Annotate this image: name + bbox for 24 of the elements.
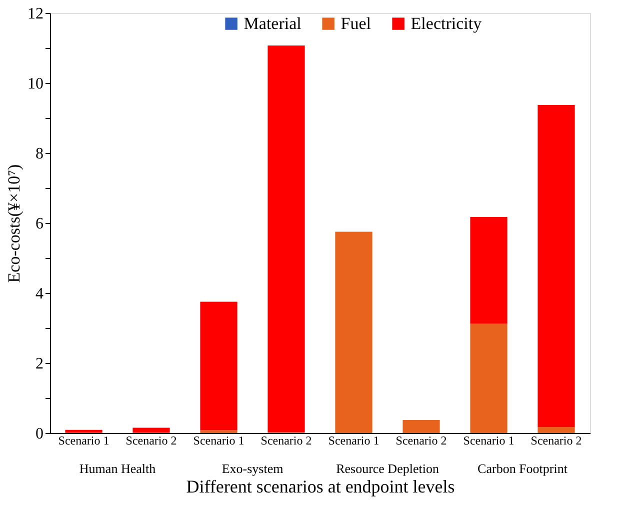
legend-label: Electricity (410, 14, 482, 33)
y-tick-label: 2 (36, 356, 44, 372)
x-tick-label: Scenario 2 (126, 434, 177, 448)
y-tick-label: 6 (36, 216, 44, 232)
y-tick-label: 10 (28, 76, 44, 92)
x-tick-label: Scenario 1 (193, 434, 244, 448)
x-axis-title: Different scenarios at endpoint levels (186, 476, 455, 496)
x-tick-label: Scenario 2 (396, 434, 447, 448)
text: Resource Depletion (336, 461, 440, 476)
x-tick-label: Scenario 1 (328, 434, 380, 448)
legend-label: Material (244, 14, 302, 33)
text: Human Health (79, 461, 156, 476)
y-tick-label: 8 (36, 146, 44, 162)
y-axis-title: Eco-costs(¥×10⁷) (4, 164, 24, 283)
x-tick-label: Scenario 2 (530, 434, 582, 448)
legend-label: Fuel (340, 14, 372, 33)
y-tick-label: 12 (28, 6, 44, 22)
x-tick-label: Scenario 2 (260, 434, 312, 448)
text: Exo-system (222, 461, 284, 476)
x-tick-label: Scenario 1 (463, 434, 514, 448)
x-tick-label: Scenario 1 (58, 434, 110, 448)
y-tick-label: 0 (36, 426, 44, 442)
text: Carbon Footprint (478, 461, 568, 476)
y-tick-label: 4 (36, 286, 44, 302)
